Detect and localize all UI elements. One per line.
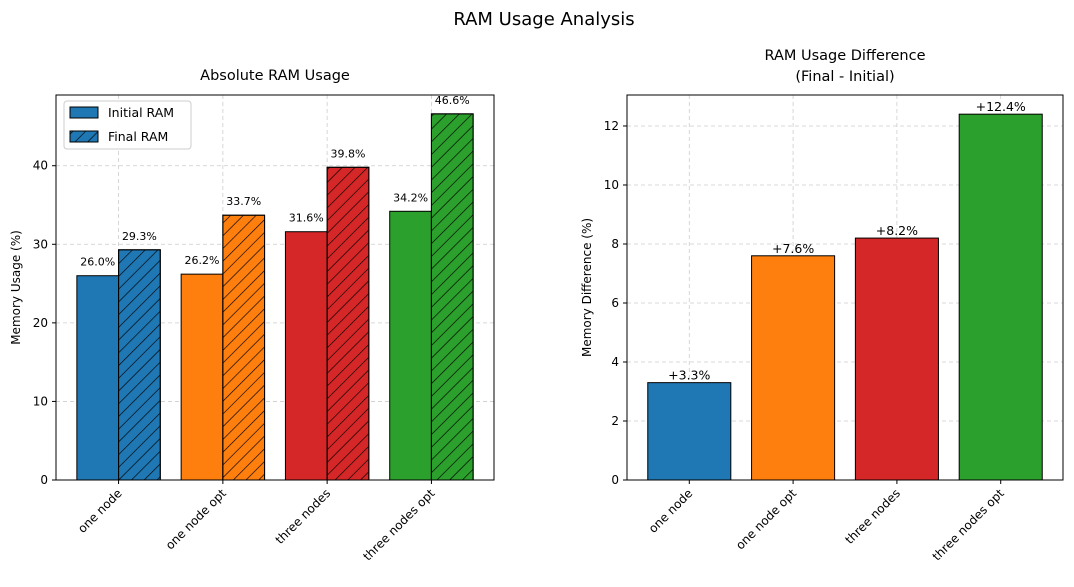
left-xtick-label: three nodes opt	[360, 486, 437, 563]
left-ylabel: Memory Usage (%)	[9, 230, 23, 345]
right-ylabel: Memory Difference (%)	[580, 218, 594, 357]
bar-final-hatch	[326, 166, 370, 481]
bar-value-label: 31.6%	[289, 212, 324, 225]
right-ytick-label: 10	[604, 178, 619, 192]
bar-value-label: 26.0%	[80, 256, 115, 269]
legend-swatch	[69, 106, 99, 119]
right-xtick-label: three nodes opt	[930, 486, 1007, 563]
absolute-ram-chart: 26.0% 29.3% 26.2% 33.7% 31.6% 39.8% 34.2% 46.6%…	[9, 68, 495, 563]
bar-initial	[76, 275, 120, 481]
left-xtick-label: one node	[75, 486, 125, 536]
bar-initial	[284, 231, 328, 481]
figure-title: RAM Usage Analysis	[453, 9, 634, 30]
legend-label: Initial RAM	[108, 105, 174, 120]
right-ytick-label: 4	[611, 355, 619, 369]
bar-difference	[647, 382, 732, 481]
bar-difference	[751, 255, 836, 481]
left-axes-frame	[55, 94, 495, 481]
left-ytick-label: 30	[33, 237, 48, 251]
bar-difference-label: +3.3%	[668, 368, 710, 383]
left-ytick-label: 0	[40, 473, 48, 487]
right-chart-title-line: (Final - Initial)	[795, 69, 894, 85]
bar-final-hatch	[430, 113, 474, 481]
right-axes-frame	[626, 94, 1064, 481]
ram-difference-chart: +3.3% +7.6% +8.2% +12.4% 0 2 4 6 8 10 12 one node on…	[580, 48, 1064, 563]
bar-value-label: 29.3%	[122, 230, 157, 243]
right-ytick-label: 2	[611, 414, 619, 428]
bar-value-label: 26.2%	[185, 254, 220, 267]
left-ytick-label: 20	[33, 316, 48, 330]
bar-initial	[389, 210, 432, 481]
right-xtick-label: one node	[646, 486, 696, 536]
left-xtick-label: three nodes	[273, 486, 334, 547]
bar-initial	[180, 273, 224, 481]
right-ytick-label: 6	[611, 296, 619, 310]
bar-difference	[854, 237, 939, 481]
left-xtick-label: one node opt	[163, 486, 229, 552]
legend-label: Final RAM	[108, 129, 168, 144]
right-ytick-label: 8	[611, 237, 619, 251]
right-xtick-label: one node opt	[733, 486, 799, 552]
right-chart-title-line: RAM Usage Difference	[764, 48, 925, 64]
left-ytick-label: 10	[33, 394, 48, 408]
bar-difference-label: +12.4%	[976, 99, 1026, 114]
left-ytick-label: 40	[33, 159, 48, 173]
legend: Initial RAM Final RAM	[63, 100, 192, 150]
bar-final-hatch	[222, 214, 266, 481]
bar-difference-label: +8.2%	[876, 223, 918, 238]
right-ytick-label: 0	[611, 473, 619, 487]
bar-value-label: 39.8%	[331, 147, 366, 160]
bar-final-hatch	[118, 249, 161, 481]
right-ytick-label: 12	[604, 119, 619, 133]
bar-value-label: 33.7%	[226, 195, 261, 208]
right-xtick-label: three nodes	[842, 486, 903, 547]
bar-value-label: 46.6%	[435, 94, 470, 107]
bar-difference	[958, 113, 1043, 481]
bar-difference-label: +7.6%	[772, 241, 814, 256]
legend-swatch-hatch	[69, 130, 99, 143]
left-chart-title: Absolute RAM Usage	[200, 68, 350, 84]
bar-value-label: 34.2%	[393, 191, 428, 204]
